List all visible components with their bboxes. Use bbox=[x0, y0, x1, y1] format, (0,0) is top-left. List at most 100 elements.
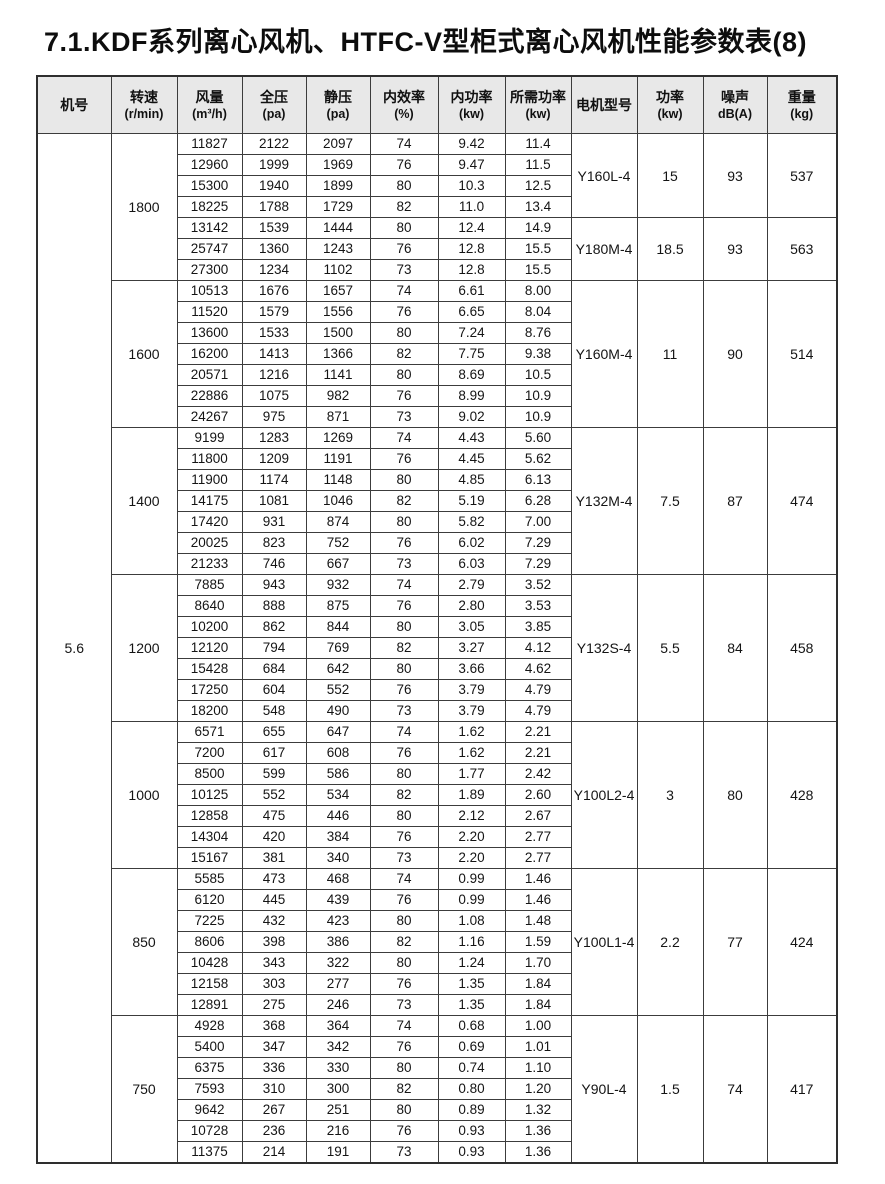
internal-power-cell: 0.69 bbox=[437, 1036, 506, 1058]
total-pressure-cell: 1081 bbox=[241, 490, 307, 512]
airflow-cell: 13600 bbox=[176, 322, 243, 344]
table-row: 21233 746 667 73 6.03 7.29 bbox=[37, 553, 837, 575]
required-power-cell: 4.12 bbox=[504, 637, 572, 659]
efficiency-cell: 76 bbox=[369, 154, 439, 176]
internal-power-cell: 1.62 bbox=[437, 721, 506, 743]
required-power-cell: 2.21 bbox=[504, 742, 572, 764]
internal-power-cell: 0.93 bbox=[437, 1141, 506, 1164]
table-row: 12891 275 246 73 1.35 1.84 bbox=[37, 994, 837, 1016]
table-row: 5400 347 342 76 0.69 1.01 bbox=[37, 1036, 837, 1058]
internal-power-cell: 2.20 bbox=[437, 826, 506, 848]
efficiency-cell: 76 bbox=[369, 532, 439, 554]
airflow-cell: 6120 bbox=[176, 889, 243, 911]
static-pressure-cell: 982 bbox=[305, 385, 371, 407]
total-pressure-cell: 1533 bbox=[241, 322, 307, 344]
static-pressure-cell: 423 bbox=[305, 910, 371, 932]
required-power-cell: 7.29 bbox=[504, 553, 572, 575]
table-row: 850 5585 473 468 74 0.99 1.46 Y100L1-4 2.2 77 424 bbox=[37, 868, 838, 1016]
table-row: 13142 1539 1444 80 12.4 14.9 Y180M-4 18.5 93 563 bbox=[37, 217, 838, 281]
airflow-cell: 24267 bbox=[176, 406, 243, 428]
col-header-fan-number: 机号 bbox=[36, 75, 112, 134]
weight-cell: 417 bbox=[766, 1015, 838, 1164]
total-pressure-cell: 445 bbox=[241, 889, 307, 911]
static-pressure-cell: 932 bbox=[305, 574, 371, 596]
required-power-cell: 1.48 bbox=[504, 910, 572, 932]
table-row: 15428 684 642 80 3.66 4.62 bbox=[37, 658, 837, 680]
static-pressure-cell: 871 bbox=[305, 406, 371, 428]
efficiency-cell: 82 bbox=[369, 1078, 439, 1100]
efficiency-cell: 80 bbox=[369, 658, 439, 680]
total-pressure-cell: 1999 bbox=[241, 154, 307, 176]
efficiency-cell: 82 bbox=[369, 343, 439, 365]
static-pressure-cell: 384 bbox=[305, 826, 371, 848]
table-row: 25747 1360 1243 76 12.8 15.5 bbox=[37, 238, 837, 260]
noise-cell: 80 bbox=[702, 721, 768, 869]
required-power-cell: 9.38 bbox=[504, 343, 572, 365]
table-row: 12858 475 446 80 2.12 2.67 bbox=[37, 805, 837, 827]
motor-power-cell: 5.5 bbox=[636, 574, 704, 722]
required-power-cell: 10.5 bbox=[504, 364, 572, 386]
col-header-noise: 噪声 dB(A) bbox=[702, 75, 768, 134]
static-pressure-cell: 642 bbox=[305, 658, 371, 680]
efficiency-cell: 76 bbox=[369, 385, 439, 407]
required-power-cell: 1.10 bbox=[504, 1057, 572, 1079]
internal-power-cell: 2.80 bbox=[437, 595, 506, 617]
airflow-cell: 17250 bbox=[176, 679, 243, 701]
total-pressure-cell: 943 bbox=[241, 574, 307, 596]
efficiency-cell: 76 bbox=[369, 448, 439, 470]
col-header-motor-model: 电机型号 bbox=[570, 75, 638, 134]
table-row: 13600 1533 1500 80 7.24 8.76 bbox=[37, 322, 837, 344]
table-header: 机号 转速 (r/min) 风量 (m³/h) 全压 (pa) 静压 (pa) 内效率(… bbox=[36, 75, 838, 134]
weight-cell: 563 bbox=[766, 217, 838, 281]
airflow-cell: 10728 bbox=[176, 1120, 243, 1142]
total-pressure-cell: 1075 bbox=[241, 385, 307, 407]
total-pressure-cell: 1283 bbox=[241, 427, 307, 449]
efficiency-cell: 80 bbox=[369, 322, 439, 344]
weight-cell: 424 bbox=[766, 868, 838, 1016]
efficiency-cell: 74 bbox=[369, 1015, 439, 1037]
col-header-total-pressure: 全压 (pa) bbox=[241, 75, 307, 134]
table-row: 8606 398 386 82 1.16 1.59 bbox=[37, 931, 837, 953]
static-pressure-cell: 1556 bbox=[305, 301, 371, 323]
required-power-cell: 6.13 bbox=[504, 469, 572, 491]
static-pressure-cell: 1657 bbox=[305, 280, 371, 302]
col-header-required-power: 所需功率 (kw) bbox=[504, 75, 572, 134]
static-pressure-cell: 844 bbox=[305, 616, 371, 638]
efficiency-cell: 76 bbox=[369, 238, 439, 260]
speed-cell: 850 bbox=[110, 868, 178, 1016]
required-power-cell: 13.4 bbox=[504, 196, 572, 218]
internal-power-cell: 1.35 bbox=[437, 973, 506, 995]
header-row: 机号 转速 (r/min) 风量 (m³/h) 全压 (pa) 静压 (pa) 内效率(… bbox=[36, 75, 838, 134]
col-header-internal-efficiency: 内效率 (%) bbox=[369, 75, 439, 134]
motor-power-cell: 18.5 bbox=[636, 217, 704, 281]
static-pressure-cell: 647 bbox=[305, 721, 371, 743]
efficiency-cell: 76 bbox=[369, 1120, 439, 1142]
speed-cell: 750 bbox=[110, 1015, 178, 1164]
table-row: 10125 552 534 82 1.89 2.60 bbox=[37, 784, 837, 806]
internal-power-cell: 7.24 bbox=[437, 322, 506, 344]
static-pressure-cell: 251 bbox=[305, 1099, 371, 1121]
motor-model-cell: Y160M-4 bbox=[570, 280, 638, 428]
internal-power-cell: 4.43 bbox=[437, 427, 506, 449]
static-pressure-cell: 769 bbox=[305, 637, 371, 659]
required-power-cell: 7.00 bbox=[504, 511, 572, 533]
airflow-cell: 17420 bbox=[176, 511, 243, 533]
internal-power-cell: 4.45 bbox=[437, 448, 506, 470]
total-pressure-cell: 398 bbox=[241, 931, 307, 953]
total-pressure-cell: 746 bbox=[241, 553, 307, 575]
total-pressure-cell: 236 bbox=[241, 1120, 307, 1142]
table-row: 11800 1209 1191 76 4.45 5.62 bbox=[37, 448, 837, 470]
static-pressure-cell: 1046 bbox=[305, 490, 371, 512]
internal-power-cell: 1.89 bbox=[437, 784, 506, 806]
col-header-internal-power: 内功率 (kw) bbox=[437, 75, 506, 134]
weight-cell: 428 bbox=[766, 721, 838, 869]
efficiency-cell: 73 bbox=[369, 259, 439, 281]
required-power-cell: 2.77 bbox=[504, 847, 572, 869]
static-pressure-cell: 1729 bbox=[305, 196, 371, 218]
table-row: 24267 975 871 73 9.02 10.9 bbox=[37, 406, 837, 428]
total-pressure-cell: 214 bbox=[241, 1141, 307, 1164]
weight-cell: 458 bbox=[766, 574, 838, 722]
static-pressure-cell: 1102 bbox=[305, 259, 371, 281]
noise-cell: 74 bbox=[702, 1015, 768, 1164]
total-pressure-cell: 684 bbox=[241, 658, 307, 680]
